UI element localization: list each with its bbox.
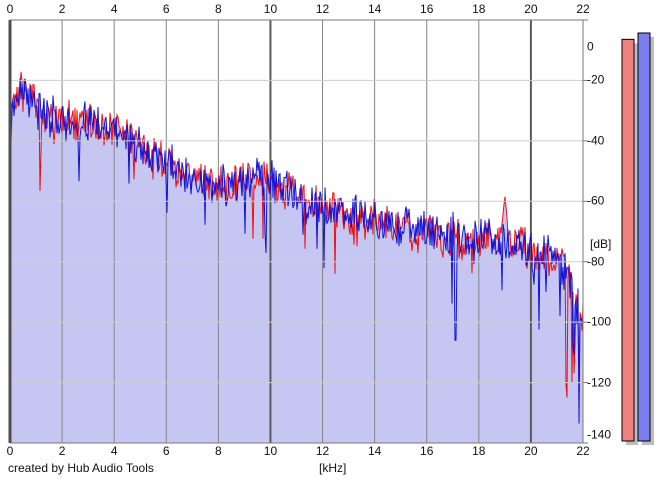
x-axis-tick-label-bottom-2: 2 — [58, 444, 66, 458]
x-axis-tick-label-top-12: 12 — [315, 2, 330, 16]
x-axis-tick-label-bottom-14: 14 — [367, 444, 382, 458]
x-axis-tick-label-top-10: 10 — [263, 2, 278, 16]
y-axis-tick-label--40: -40 — [587, 133, 605, 148]
x-axis-tick-label-bottom-12: 12 — [315, 444, 330, 458]
x-axis-tick-label-top-2: 2 — [58, 2, 66, 16]
credit-text: created by Hub Audio Tools — [8, 461, 154, 475]
y-axis-tick-label-0: 0 — [587, 39, 594, 54]
x-axis-tick-label-top-8: 8 — [215, 2, 222, 16]
x-axis-tick-label-bottom-16: 16 — [420, 444, 434, 458]
x-axis-tick-label-top-20: 20 — [524, 2, 538, 16]
y-axis-tick-label--100: -100 — [587, 314, 612, 329]
x-axis-tick-label-top-14: 14 — [367, 2, 382, 16]
x-axis-tick-label-bottom-18: 18 — [472, 444, 486, 458]
level-meter-left — [621, 38, 635, 442]
x-axis-tick-label-bottom-20: 20 — [524, 444, 538, 458]
y-axis-tick-label--60: -60 — [587, 193, 605, 208]
x-axis-tick-label-top-22: 22 — [576, 2, 590, 16]
x-axis-tick-label-bottom-8: 8 — [215, 444, 222, 458]
y-axis-tick-label--80: -80 — [587, 254, 605, 269]
y-axis-tick-label--20: -20 — [587, 72, 605, 87]
level-meter-right — [637, 32, 651, 442]
y-axis-tick-label--140: -140 — [587, 427, 612, 442]
x-axis-tick-label-bottom-0: 0 — [6, 444, 14, 458]
y-axis-unit-label: [dB] — [590, 237, 612, 251]
x-axis-tick-label-top-18: 18 — [472, 2, 486, 16]
x-axis-unit-label: [kHz] — [319, 461, 347, 475]
x-axis-tick-label-bottom-4: 4 — [110, 444, 118, 458]
x-axis-tick-label-bottom-6: 6 — [162, 444, 170, 458]
x-axis-tick-label-top-0: 0 — [6, 2, 14, 16]
x-axis-tick-label-top-6: 6 — [162, 2, 170, 16]
y-axis-tick-label--120: -120 — [587, 375, 612, 390]
x-axis-tick-label-top-16: 16 — [420, 2, 434, 16]
x-axis-tick-label-bottom-22: 22 — [576, 444, 590, 458]
x-axis-tick-label-bottom-10: 10 — [263, 444, 278, 458]
x-axis-tick-label-top-4: 4 — [110, 2, 118, 16]
